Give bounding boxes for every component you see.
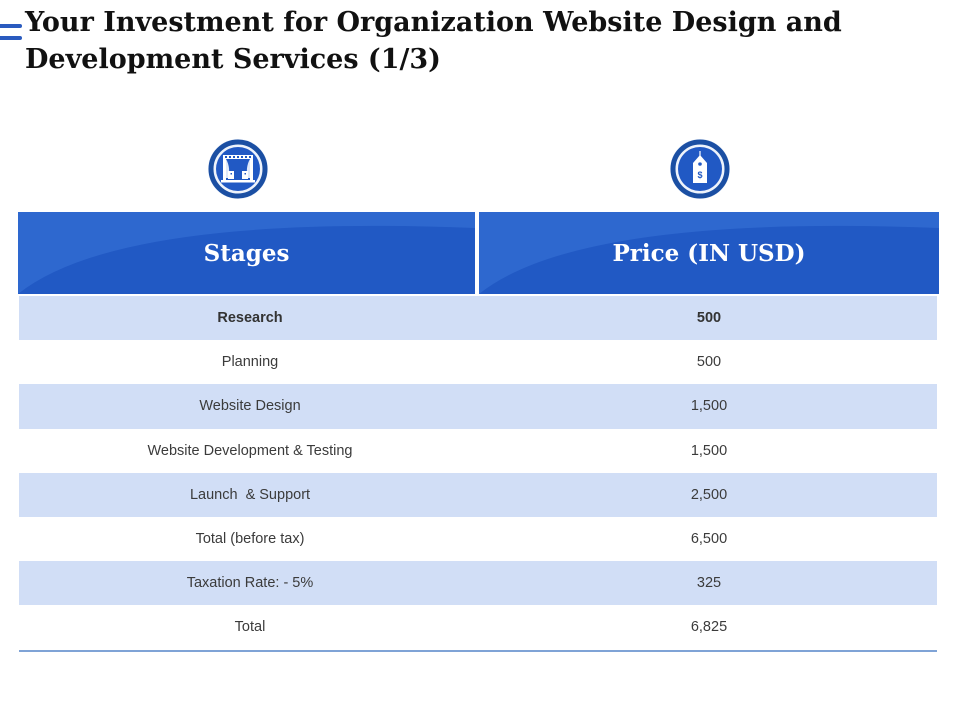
header-price-label: Price (IN USD) xyxy=(612,239,806,267)
table-row: Research 500 xyxy=(19,296,937,341)
price-tag-icon: $ xyxy=(669,138,731,200)
stage-cell: Total (before tax) xyxy=(195,531,305,548)
price-cell: 6,825 xyxy=(481,605,937,652)
stage-icon xyxy=(207,138,269,200)
accent-bar-top xyxy=(0,24,22,28)
stage-cell: Taxation Rate: - 5% xyxy=(19,561,481,606)
stage-cell: Planning xyxy=(221,354,279,371)
price-cell: 500 xyxy=(481,296,937,341)
table-row: Total 6,825 xyxy=(19,605,937,652)
header-stages: Stages xyxy=(18,212,475,294)
table-row: Website Design 1,500 xyxy=(19,384,937,429)
header-price: Price (IN USD) xyxy=(479,212,939,294)
table-row: Taxation Rate: - 5% 325 xyxy=(19,561,937,606)
table-row: Total (before tax) 6,500 xyxy=(19,517,937,561)
stage-cell: Launch & Support xyxy=(19,472,481,517)
accent-bar-bottom xyxy=(0,36,22,40)
svg-text:$: $ xyxy=(697,170,702,180)
slide-title: Your Investment for Organization Website… xyxy=(25,7,842,75)
price-cell: 6,500 xyxy=(690,531,728,548)
price-cell: 500 xyxy=(696,354,722,371)
stage-cell: Website Development & Testing xyxy=(147,442,353,459)
table-row: Planning 500 xyxy=(19,340,937,384)
stage-cell: Website Design xyxy=(19,384,481,429)
stage-cell: Total xyxy=(19,605,481,652)
price-cell: 1,500 xyxy=(690,442,728,459)
table-row: Website Development & Testing 1,500 xyxy=(19,429,937,473)
price-cell: 1,500 xyxy=(481,384,937,429)
price-cell: 325 xyxy=(481,561,937,606)
header-stages-label: Stages xyxy=(203,239,290,267)
table-row: Launch & Support 2,500 xyxy=(19,472,937,517)
stage-cell: Research xyxy=(19,296,481,341)
price-cell: 2,500 xyxy=(481,472,937,517)
investment-table: Research 500 Planning 500 Website Design… xyxy=(19,296,937,652)
